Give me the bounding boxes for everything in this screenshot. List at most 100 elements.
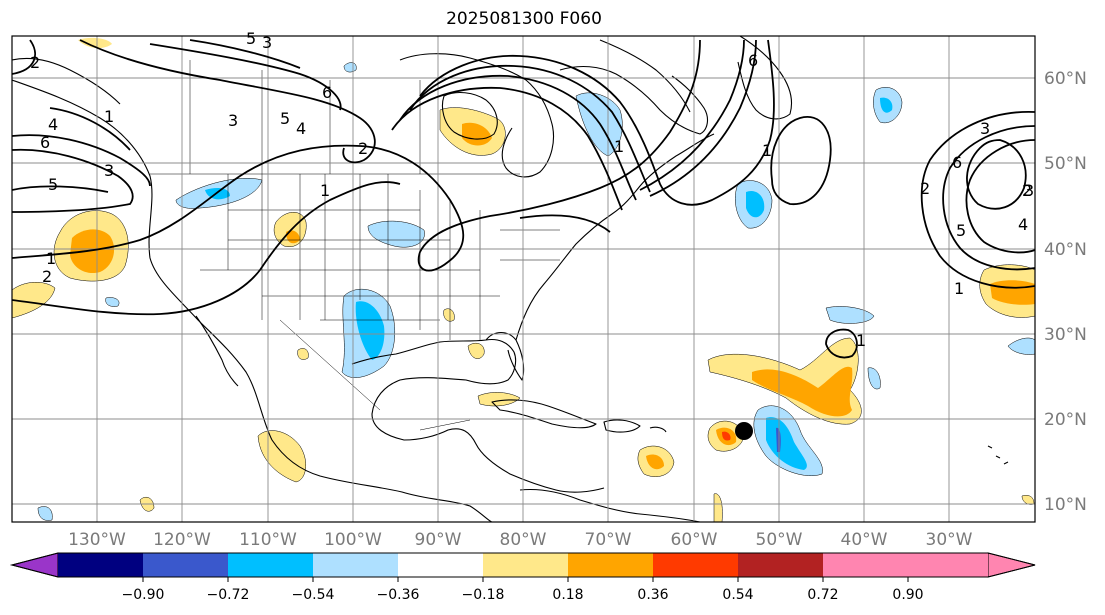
contour-label: 3 bbox=[262, 33, 272, 52]
lon-label: 40°W bbox=[841, 530, 888, 550]
anomaly-negative bbox=[825, 306, 875, 324]
lon-label: 90°W bbox=[415, 530, 462, 550]
colorbar-segment bbox=[738, 553, 823, 577]
lon-label: 110°W bbox=[239, 530, 297, 550]
contour-line bbox=[391, 86, 623, 211]
anomaly-negative bbox=[355, 301, 385, 360]
lat-label: 20°N bbox=[1044, 410, 1087, 430]
contour-label: 2 bbox=[30, 53, 40, 72]
colorbar-segment bbox=[228, 553, 313, 577]
lat-lon-grid bbox=[12, 36, 1035, 522]
contour-label: 6 bbox=[748, 51, 758, 70]
contour-label: 3 bbox=[980, 119, 990, 138]
colorbar-tick-label: 0.54 bbox=[722, 587, 753, 603]
lon-label: 60°W bbox=[671, 530, 718, 550]
map-title: 2025081300 F060 bbox=[446, 9, 602, 29]
contour-label: 1 bbox=[104, 107, 114, 126]
contour-line bbox=[966, 139, 1027, 210]
contour-line bbox=[12, 39, 701, 272]
anomaly-negative bbox=[776, 427, 781, 452]
contour-label: 2 bbox=[358, 139, 368, 158]
anomaly-positive bbox=[70, 229, 115, 274]
lat-label: 10°N bbox=[1044, 495, 1087, 515]
contour-label: 4 bbox=[1018, 215, 1028, 234]
contour-line bbox=[149, 43, 342, 111]
contour-label: 6 bbox=[952, 153, 962, 172]
colorbar-segment bbox=[823, 553, 908, 577]
lat-label: 40°N bbox=[1044, 240, 1087, 260]
contour-lines bbox=[12, 39, 1035, 359]
lon-label: 50°W bbox=[756, 530, 803, 550]
anomaly-positive bbox=[297, 348, 309, 360]
contour-label: 5 bbox=[246, 29, 256, 48]
colorbar-ticks bbox=[142, 577, 909, 582]
latitude-labels: 60°N 50°N 40°N 30°N 20°N 10°N bbox=[1044, 69, 1087, 515]
anomaly-positive bbox=[443, 308, 455, 322]
contour-line bbox=[12, 148, 134, 213]
colorbar-segment bbox=[313, 553, 398, 577]
colorbar-tick-label: −0.18 bbox=[462, 587, 505, 603]
contour-line bbox=[409, 64, 651, 193]
contour-label: 2 bbox=[1022, 181, 1032, 200]
colorbar-tick-label: −0.90 bbox=[122, 587, 165, 603]
colorbar-segment bbox=[568, 553, 653, 577]
colorbar-tick-label: 0.36 bbox=[637, 587, 668, 603]
contour-line bbox=[639, 39, 745, 191]
colorbar-tick-label: 0.72 bbox=[807, 587, 838, 603]
shaded-anomalies bbox=[12, 37, 1035, 522]
anomaly-negative bbox=[867, 367, 881, 390]
anomaly-negative bbox=[1007, 337, 1035, 355]
colorbar-segment bbox=[398, 553, 483, 577]
colorbar-extend-high bbox=[987, 552, 1036, 578]
colorbar-segment-last bbox=[908, 553, 988, 577]
storm-marker bbox=[735, 422, 753, 440]
contour-line bbox=[189, 39, 301, 69]
anomaly-positive bbox=[462, 122, 492, 146]
lat-label: 60°N bbox=[1044, 69, 1087, 89]
contour-label: 3 bbox=[104, 161, 114, 180]
contour-label: 1 bbox=[46, 249, 56, 268]
colorbar-tick-label: −0.72 bbox=[207, 587, 250, 603]
anomaly-negative bbox=[746, 190, 765, 218]
colorbar: −0.90 −0.72 −0.54 −0.36 −0.18 0.18 0.36 … bbox=[10, 552, 1036, 603]
anomaly-positive bbox=[12, 282, 56, 319]
contour-line bbox=[419, 39, 775, 206]
lat-label: 30°N bbox=[1044, 325, 1087, 345]
colorbar-tick-label: 0.18 bbox=[552, 587, 583, 603]
anomaly-negative bbox=[367, 220, 425, 248]
contour-label: 4 bbox=[48, 115, 58, 134]
contour-label: 6 bbox=[322, 83, 332, 102]
colorbar-tick-label: 0.90 bbox=[892, 587, 923, 603]
contour-label: 1 bbox=[954, 279, 964, 298]
contour-label: 1 bbox=[320, 181, 330, 200]
contour-line bbox=[942, 125, 1035, 271]
contour-line bbox=[12, 185, 109, 193]
contour-label: 5 bbox=[48, 175, 58, 194]
colorbar-segment bbox=[653, 553, 738, 577]
contour-label: 1 bbox=[856, 331, 866, 350]
contour-line bbox=[399, 74, 637, 201]
anomaly-positive bbox=[646, 454, 664, 470]
contour-line bbox=[965, 139, 1035, 254]
lon-label: 120°W bbox=[153, 530, 211, 550]
lon-label: 100°W bbox=[324, 530, 382, 550]
contour-line bbox=[649, 39, 757, 197]
lon-label: 130°W bbox=[68, 530, 126, 550]
anomaly-positive bbox=[467, 343, 485, 359]
plot-frame bbox=[11, 35, 1036, 523]
anomaly-positive bbox=[257, 430, 307, 483]
colorbar-tick-label: −0.54 bbox=[292, 587, 335, 603]
contour-label: 6 bbox=[40, 133, 50, 152]
contour-label: 1 bbox=[762, 141, 772, 160]
anomaly-negative bbox=[880, 97, 893, 113]
lon-label: 80°W bbox=[500, 530, 547, 550]
contour-labels: 1 2 3 4 5 6 1 2 3 4 5 6 1 2 3 5 6 1 2 3 … bbox=[30, 29, 1034, 350]
anomaly-positive bbox=[477, 392, 521, 407]
anomaly-positive bbox=[713, 493, 723, 522]
contour-label: 2 bbox=[42, 267, 52, 286]
lon-label: 30°W bbox=[926, 530, 973, 550]
contour-line bbox=[12, 181, 401, 316]
longitude-labels: 130°W 120°W 110°W 100°W 90°W 80°W 70°W 6… bbox=[68, 530, 973, 550]
contour-line bbox=[12, 39, 36, 75]
